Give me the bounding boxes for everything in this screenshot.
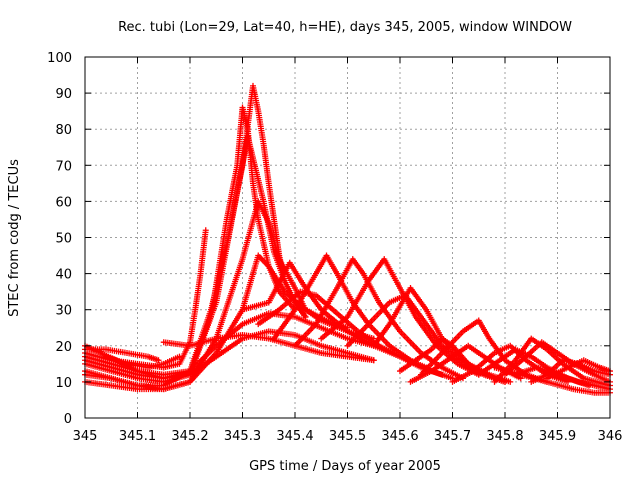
data-points [82, 82, 613, 396]
x-tick-label: 345.4 [276, 429, 313, 444]
x-tick-label: 345 [73, 429, 98, 444]
y-tick-label: 70 [55, 159, 72, 174]
x-tick-label: 345.7 [434, 429, 471, 444]
data-point [202, 227, 209, 234]
x-axis-label: GPS time / Days of year 2005 [249, 459, 441, 474]
y-tick-label: 20 [55, 340, 72, 355]
x-tick-label: 345.9 [539, 429, 576, 444]
x-tick-label: 345.3 [224, 429, 261, 444]
x-tick-label: 345.2 [171, 429, 208, 444]
data-point [370, 357, 377, 364]
x-tick-label: 345.1 [119, 429, 156, 444]
series-track [160, 331, 377, 364]
x-tick-label: 345.8 [486, 429, 523, 444]
y-tick-label: 10 [55, 376, 72, 391]
y-tick-label: 60 [55, 195, 72, 210]
y-tick-label: 90 [55, 87, 72, 102]
y-tick-label: 0 [64, 412, 72, 427]
chart-title: Rec. tubi (Lon=29, Lat=40, h=HE), days 3… [118, 20, 572, 35]
x-tick-label: 345.6 [381, 429, 418, 444]
y-tick-label: 30 [55, 304, 72, 319]
x-tick-label: 345.5 [329, 429, 366, 444]
y-tick-label: 80 [55, 123, 72, 138]
y-axis-label: STEC from codg / TECUs [7, 159, 22, 317]
y-tick-label: 100 [47, 51, 72, 66]
series-track [82, 328, 377, 382]
x-tick-label: 346 [598, 429, 623, 444]
y-tick-label: 40 [55, 268, 72, 283]
y-tick-label: 50 [55, 232, 72, 247]
